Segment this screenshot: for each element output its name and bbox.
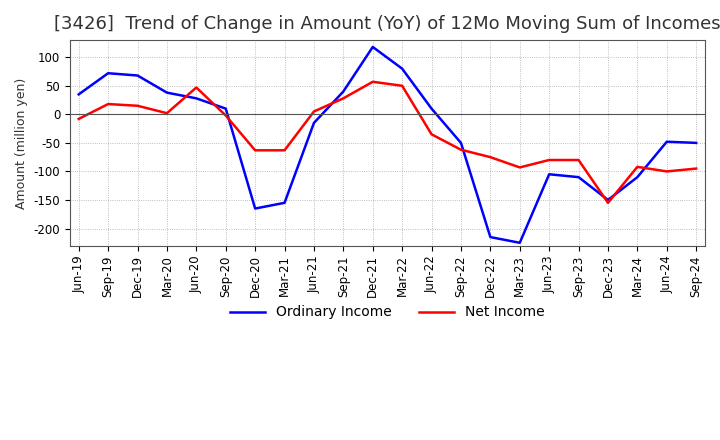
Net Income [603, 200, 612, 205]
Net Income [222, 113, 230, 118]
Ordinary Income [339, 89, 348, 94]
Y-axis label: Amount (million yen): Amount (million yen) [15, 77, 28, 209]
Ordinary Income [575, 175, 583, 180]
Ordinary Income [486, 235, 495, 240]
Ordinary Income [192, 96, 201, 101]
Ordinary Income [427, 106, 436, 111]
Ordinary Income [516, 240, 524, 246]
Net Income [133, 103, 142, 108]
Net Income [692, 166, 701, 171]
Net Income [516, 165, 524, 170]
Ordinary Income [310, 120, 318, 125]
Title: [3426]  Trend of Change in Amount (YoY) of 12Mo Moving Sum of Incomes: [3426] Trend of Change in Amount (YoY) o… [54, 15, 720, 33]
Line: Net Income: Net Income [78, 82, 696, 203]
Net Income [662, 169, 671, 174]
Ordinary Income [74, 92, 83, 97]
Net Income [633, 164, 642, 169]
Net Income [163, 110, 171, 116]
Net Income [280, 148, 289, 153]
Ordinary Income [603, 197, 612, 202]
Net Income [545, 158, 554, 163]
Net Income [369, 79, 377, 84]
Ordinary Income [280, 200, 289, 205]
Ordinary Income [456, 140, 465, 146]
Ordinary Income [662, 139, 671, 144]
Net Income [339, 96, 348, 101]
Net Income [398, 83, 407, 88]
Line: Ordinary Income: Ordinary Income [78, 47, 696, 243]
Ordinary Income [398, 66, 407, 71]
Net Income [74, 116, 83, 121]
Ordinary Income [163, 90, 171, 95]
Ordinary Income [692, 140, 701, 146]
Net Income [575, 158, 583, 163]
Net Income [427, 132, 436, 137]
Ordinary Income [545, 172, 554, 177]
Ordinary Income [222, 106, 230, 111]
Net Income [251, 148, 259, 153]
Net Income [456, 147, 465, 152]
Ordinary Income [104, 70, 112, 76]
Net Income [104, 101, 112, 106]
Ordinary Income [251, 206, 259, 211]
Ordinary Income [633, 175, 642, 180]
Net Income [310, 109, 318, 114]
Ordinary Income [369, 44, 377, 50]
Net Income [192, 85, 201, 90]
Ordinary Income [133, 73, 142, 78]
Legend: Ordinary Income, Net Income: Ordinary Income, Net Income [225, 300, 550, 325]
Net Income [486, 154, 495, 160]
